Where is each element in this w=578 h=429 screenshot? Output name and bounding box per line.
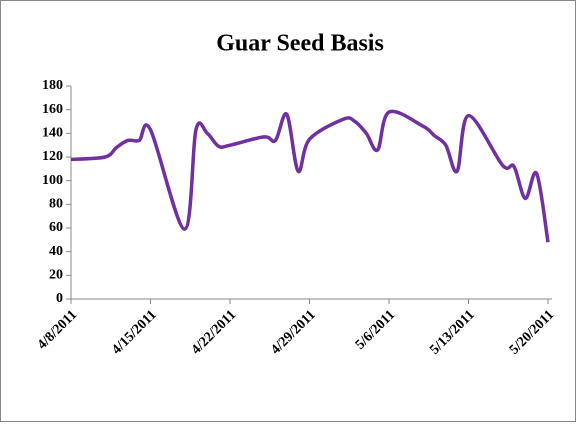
y-tick-label: 100	[42, 173, 63, 188]
chart-title: Guar Seed Basis	[216, 31, 384, 57]
y-tick-label: 60	[49, 220, 63, 235]
y-tick-label: 0	[56, 291, 63, 306]
y-tick-label: 140	[42, 126, 63, 141]
y-tick-label: 180	[42, 78, 63, 93]
y-tick-label: 40	[49, 244, 63, 259]
y-tick-label: 80	[49, 197, 63, 212]
data-line	[70, 109, 550, 243]
y-tick-label: 160	[42, 102, 63, 117]
y-tick-label: 20	[49, 268, 63, 283]
y-tick-label: 120	[42, 149, 63, 164]
